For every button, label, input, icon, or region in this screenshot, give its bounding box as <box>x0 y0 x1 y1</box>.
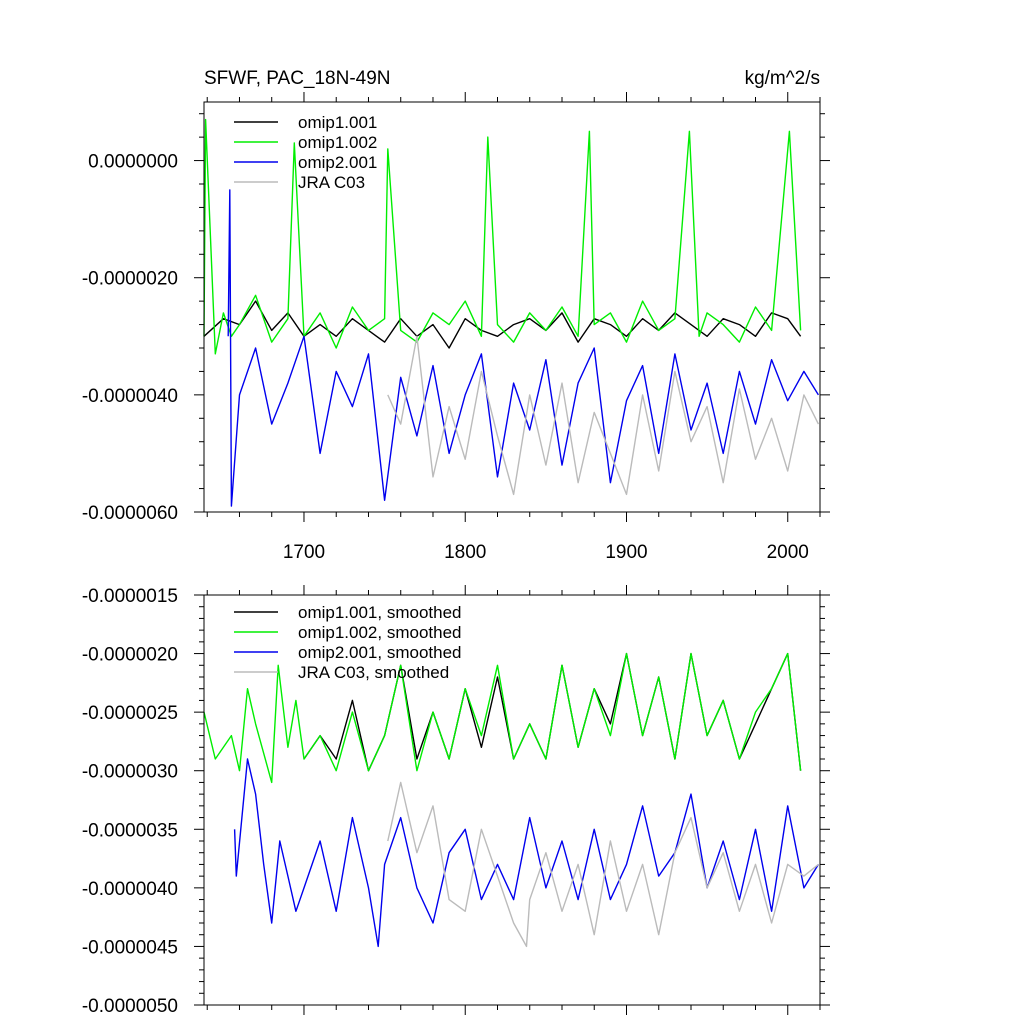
bottom-series-line-2 <box>203 652 802 784</box>
bottom-series-line-3 <box>233 758 819 948</box>
top-y-tick-label: -0.0000020 <box>82 269 178 290</box>
bottom-legend-label-2: omip1.002, smoothed <box>298 623 462 642</box>
top-series-line-3 <box>227 189 819 507</box>
top-x-tick-label: 1700 <box>283 542 325 563</box>
top-legend-label-4: JRA C03 <box>298 173 365 192</box>
top-series-line-2 <box>203 118 802 355</box>
bottom-legend-label-1: omip1.001, smoothed <box>298 603 462 622</box>
top-legend-label-3: omip2.001 <box>298 153 377 172</box>
top-x-tick-label: 2000 <box>767 542 809 563</box>
top-y-tick-label: 0.0000000 <box>88 152 178 173</box>
bottom-y-tick-label: -0.0000025 <box>82 703 178 724</box>
top-x-tick-label: 1900 <box>605 542 647 563</box>
bottom-legend-label-4: JRA C03, smoothed <box>298 663 449 682</box>
top-plot-frame <box>203 101 821 513</box>
bottom-y-tick-label: -0.0000020 <box>82 645 178 666</box>
bottom-panel: -0.0000015 -0.0000020 -0.0000025 -0.0000030… <box>82 585 830 1017</box>
bottom-y-tick-label: -0.0000040 <box>82 879 178 900</box>
top-series-line-4 <box>387 335 820 496</box>
bottom-y-tick-label: -0.0000035 <box>82 820 178 841</box>
bottom-series-line-4 <box>387 781 819 948</box>
top-panel-title: SFWF, PAC_18N-49N <box>204 68 391 89</box>
top-y-tick-label: -0.0000060 <box>82 503 178 524</box>
top-y-tick-label: -0.0000040 <box>82 386 178 407</box>
top-legend-label-2: omip1.002 <box>298 133 377 152</box>
bottom-y-tick-label: -0.0000015 <box>82 586 178 607</box>
top-panel-units: kg/m^2/s <box>745 68 820 89</box>
bottom-plot-frame <box>203 594 821 1006</box>
bottom-legend-label-3: omip2.001, smoothed <box>298 643 462 662</box>
top-x-tick-label: 1800 <box>444 542 486 563</box>
top-legend-label-1: omip1.001 <box>298 113 377 132</box>
top-series-line-1 <box>203 300 802 349</box>
top-panel: SFWF, PAC_18N-49N kg/m^2/s 1700 1800 1900 2… <box>82 68 830 563</box>
bottom-y-tick-label: -0.0000050 <box>82 996 178 1017</box>
bottom-y-tick-label: -0.0000030 <box>82 762 178 783</box>
bottom-y-tick-label: -0.0000045 <box>82 937 178 958</box>
